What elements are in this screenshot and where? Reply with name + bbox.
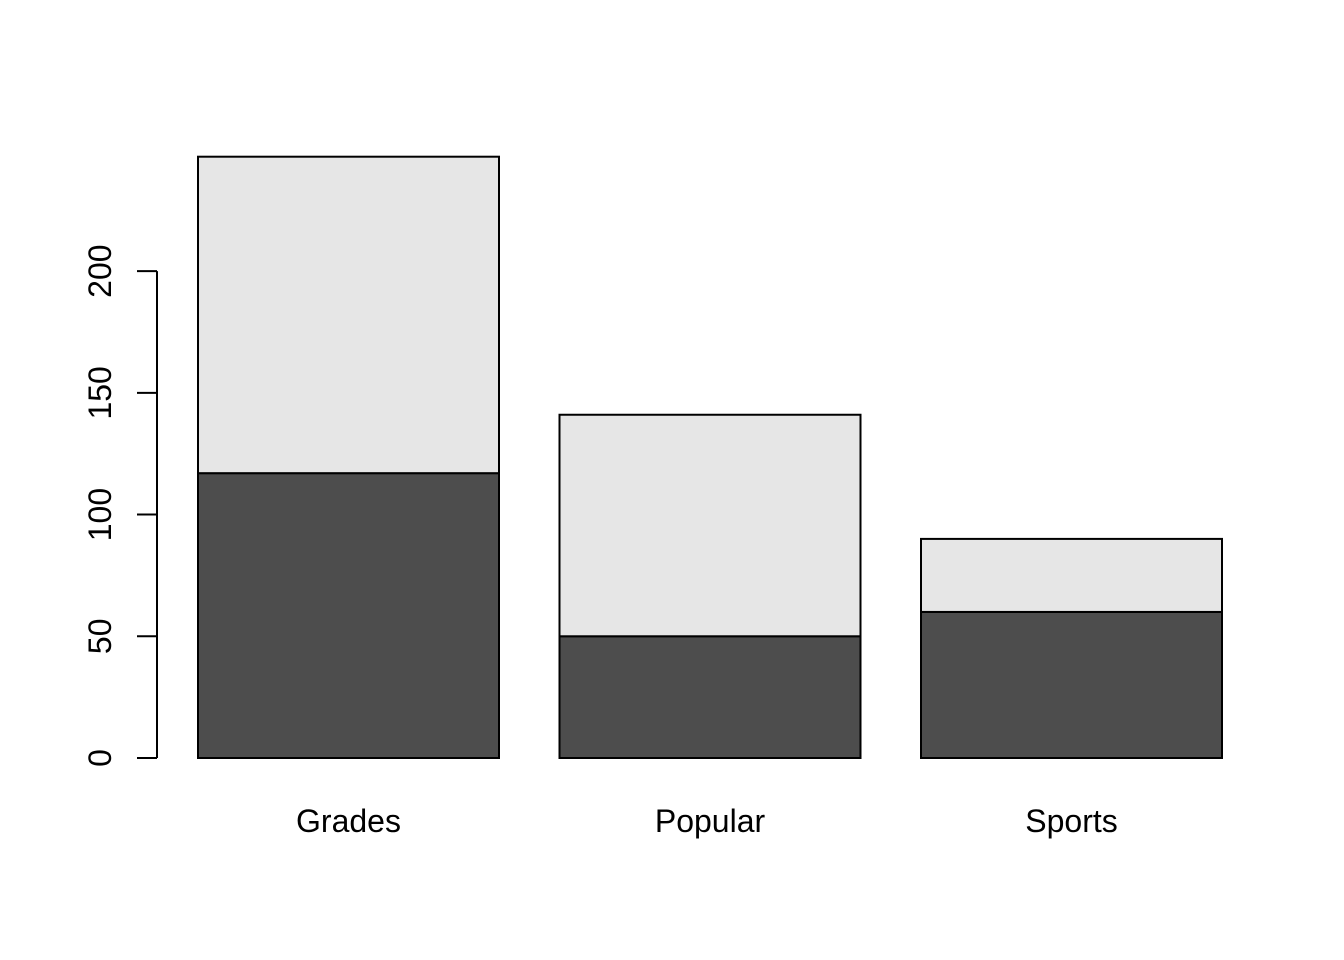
x-tick-label-popular: Popular xyxy=(655,803,766,839)
bar-sports-series-1 xyxy=(920,610,1223,759)
x-tick-label-sports: Sports xyxy=(1025,803,1117,839)
y-tick-label-50: 50 xyxy=(82,618,118,654)
bar-sports-series-2 xyxy=(920,537,1223,613)
bars-group xyxy=(197,155,1223,760)
y-tick-label-100: 100 xyxy=(82,488,118,541)
y-tick-label-150: 150 xyxy=(82,366,118,419)
y-tick-label-0: 0 xyxy=(82,749,118,767)
bar-popular-series-1 xyxy=(558,635,862,760)
x-axis-labels: Grades Popular Sports xyxy=(296,803,1118,839)
y-tick-label-200: 200 xyxy=(82,244,118,297)
bar-popular-series-2 xyxy=(558,413,862,638)
bar-grades-series-2 xyxy=(197,155,500,475)
bar-grades-series-1 xyxy=(197,472,500,759)
y-axis: 0 50 100 150 200 xyxy=(82,244,158,767)
x-tick-label-grades: Grades xyxy=(296,803,401,839)
